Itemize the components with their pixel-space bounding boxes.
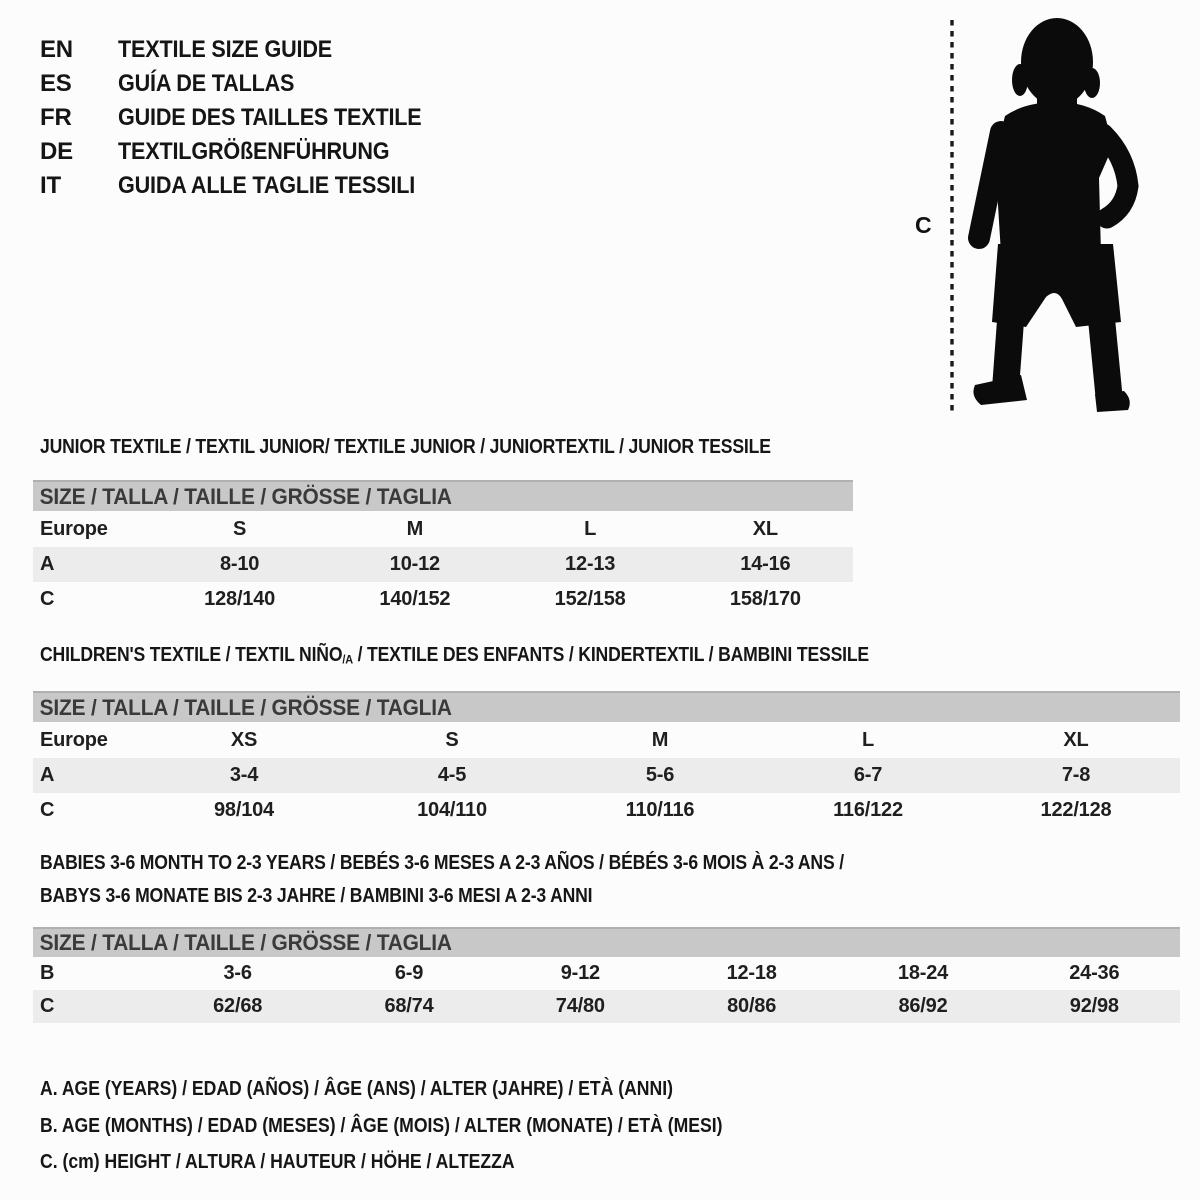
height-cell: 80/86 — [727, 995, 777, 1017]
section-title-junior: JUNIOR TEXTILE / TEXTIL JUNIOR/ TEXTILE … — [40, 436, 771, 458]
height-cell: 62/68 — [213, 995, 263, 1017]
height-cell: 86/92 — [898, 995, 948, 1017]
size-cell: M — [651, 728, 669, 751]
section-title-children-pre: CHILDREN'S TEXTILE / TEXTIL NIÑO — [40, 644, 343, 666]
language-title: TEXTILGRÖßENFÜHRUNG — [118, 138, 390, 165]
table-row-age: A 8-10 10-12 12-13 14-16 — [33, 547, 853, 582]
table-row-age: A 3-4 4-5 5-6 6-7 7-8 — [33, 758, 1180, 793]
age-cell: 6-9 — [394, 962, 424, 984]
size-table-babies: SIZE / TALLA / TAILLE / GRÖSSE / TAGLIA … — [33, 927, 1180, 1023]
age-cell: 12-13 — [565, 553, 616, 575]
size-cell: S — [233, 517, 247, 540]
age-cell: 9-12 — [560, 962, 600, 984]
size-cell: XL — [1063, 728, 1089, 751]
height-cell: 128/140 — [204, 588, 276, 610]
language-code: IT — [40, 172, 61, 199]
age-cell: 5-6 — [645, 764, 675, 786]
size-header-text: SIZE / TALLA / TAILLE / GRÖSSE / TAGLIA — [39, 930, 452, 955]
legend-line-c: C. (cm) HEIGHT / ALTURA / HAUTEUR / HÖHE… — [40, 1151, 515, 1173]
language-title: TEXTILE SIZE GUIDE — [118, 36, 332, 63]
size-table-junior: SIZE / TALLA / TAILLE / GRÖSSE / TAGLIA … — [33, 480, 853, 617]
height-cell: 122/128 — [1040, 799, 1112, 821]
size-header-bar: SIZE / TALLA / TAILLE / GRÖSSE / TAGLIA — [33, 480, 853, 511]
table-row-height: C 128/140 140/152 152/158 158/170 — [33, 582, 853, 617]
row-label: C — [40, 995, 55, 1017]
table-row-height: C 98/104 104/110 110/116 116/122 122/128 — [33, 793, 1180, 828]
size-header-bar: SIZE / TALLA / TAILLE / GRÖSSE / TAGLIA — [33, 691, 1180, 722]
language-code: DE — [40, 138, 73, 165]
size-cell: L — [584, 517, 597, 540]
size-header-bar: SIZE / TALLA / TAILLE / GRÖSSE / TAGLIA — [33, 927, 1180, 957]
section-title-children: CHILDREN'S TEXTILE / TEXTIL NIÑO/A / TEX… — [40, 644, 869, 667]
row-label: Europe — [40, 517, 108, 540]
age-cell: 6-7 — [853, 764, 883, 786]
language-title: GUIDA ALLE TAGLIE TESSILI — [118, 172, 416, 199]
height-cell: 74/80 — [555, 995, 605, 1017]
row-label: A — [40, 553, 55, 575]
legend-line-b: B. AGE (MONTHS) / EDAD (MESES) / ÂGE (MO… — [40, 1114, 723, 1137]
table-row-height: C 62/68 68/74 74/80 80/86 86/92 92/98 — [33, 990, 1180, 1023]
height-cell: 92/98 — [1069, 995, 1119, 1017]
age-cell: 4-5 — [437, 764, 467, 786]
height-cell: 110/116 — [625, 799, 695, 821]
row-label: C — [40, 588, 55, 610]
size-header-text: SIZE / TALLA / TAILLE / GRÖSSE / TAGLIA — [39, 483, 452, 509]
height-cell: 68/74 — [384, 995, 434, 1017]
age-cell: 10-12 — [389, 553, 440, 575]
row-label: B — [40, 962, 55, 984]
height-cell: 116/122 — [833, 799, 903, 821]
age-cell: 12-18 — [726, 962, 777, 984]
age-cell: 14-16 — [740, 553, 791, 575]
table-row-europe: Europe XS S M L XL — [33, 722, 1180, 758]
size-header-text: SIZE / TALLA / TAILLE / GRÖSSE / TAGLIA — [39, 694, 452, 720]
age-cell: 3-4 — [229, 764, 259, 786]
toddler-silhouette-figure — [950, 18, 1139, 414]
size-table-children: SIZE / TALLA / TAILLE / GRÖSSE / TAGLIA … — [33, 691, 1180, 828]
size-cell: S — [445, 728, 459, 751]
legend-line-a: A. AGE (YEARS) / EDAD (AÑOS) / ÂGE (ANS)… — [40, 1078, 673, 1100]
size-cell: XL — [752, 517, 778, 540]
language-title: GUIDE DES TAILLES TEXTILE — [118, 104, 422, 131]
height-cell: 152/158 — [554, 588, 626, 610]
age-cell: 18-24 — [897, 962, 949, 984]
table-row-age-months: B 3-6 6-9 9-12 12-18 18-24 24-36 — [33, 957, 1180, 990]
language-code: ES — [40, 70, 72, 97]
section-title-babies-line2: BABYS 3-6 MONATE BIS 2-3 JAHRE / BAMBINI… — [40, 885, 593, 907]
table-row-europe: Europe S M L XL — [33, 511, 853, 547]
section-title-babies: BABIES 3-6 MONTH TO 2-3 YEARS / BEBÉS 3-… — [40, 847, 954, 913]
height-cell: 158/170 — [729, 588, 801, 610]
age-cell: 3-6 — [223, 962, 253, 984]
age-cell: 24-36 — [1069, 962, 1120, 984]
age-cell: 7-8 — [1061, 764, 1091, 786]
language-code: FR — [40, 104, 72, 131]
language-title: GUÍA DE TALLAS — [118, 70, 295, 97]
row-label: Europe — [40, 728, 108, 751]
section-title-children-sub: /A — [342, 652, 353, 667]
section-title-children-post: / TEXTILE DES ENFANTS / KINDERTEXTIL / B… — [352, 644, 870, 666]
language-header: EN TEXTILE SIZE GUIDE ES GUÍA DE TALLAS … — [40, 33, 455, 203]
age-cell: 8-10 — [220, 553, 260, 575]
figure-measure-label-c: C — [915, 212, 932, 238]
language-code: EN — [40, 36, 73, 63]
size-cell: M — [406, 517, 424, 540]
height-cell: 98/104 — [214, 799, 274, 821]
toddler-silhouette — [968, 18, 1139, 412]
height-cell: 104/110 — [417, 799, 487, 821]
size-cell: L — [861, 728, 875, 751]
height-cell: 140/152 — [379, 588, 451, 610]
section-title-babies-line1: BABIES 3-6 MONTH TO 2-3 YEARS / BEBÉS 3-… — [40, 852, 844, 874]
row-label: A — [40, 764, 55, 786]
row-label: C — [40, 799, 55, 821]
size-cell: XS — [230, 728, 258, 751]
legend: A. AGE (YEARS) / EDAD (AÑOS) / ÂGE (ANS)… — [40, 1071, 816, 1181]
